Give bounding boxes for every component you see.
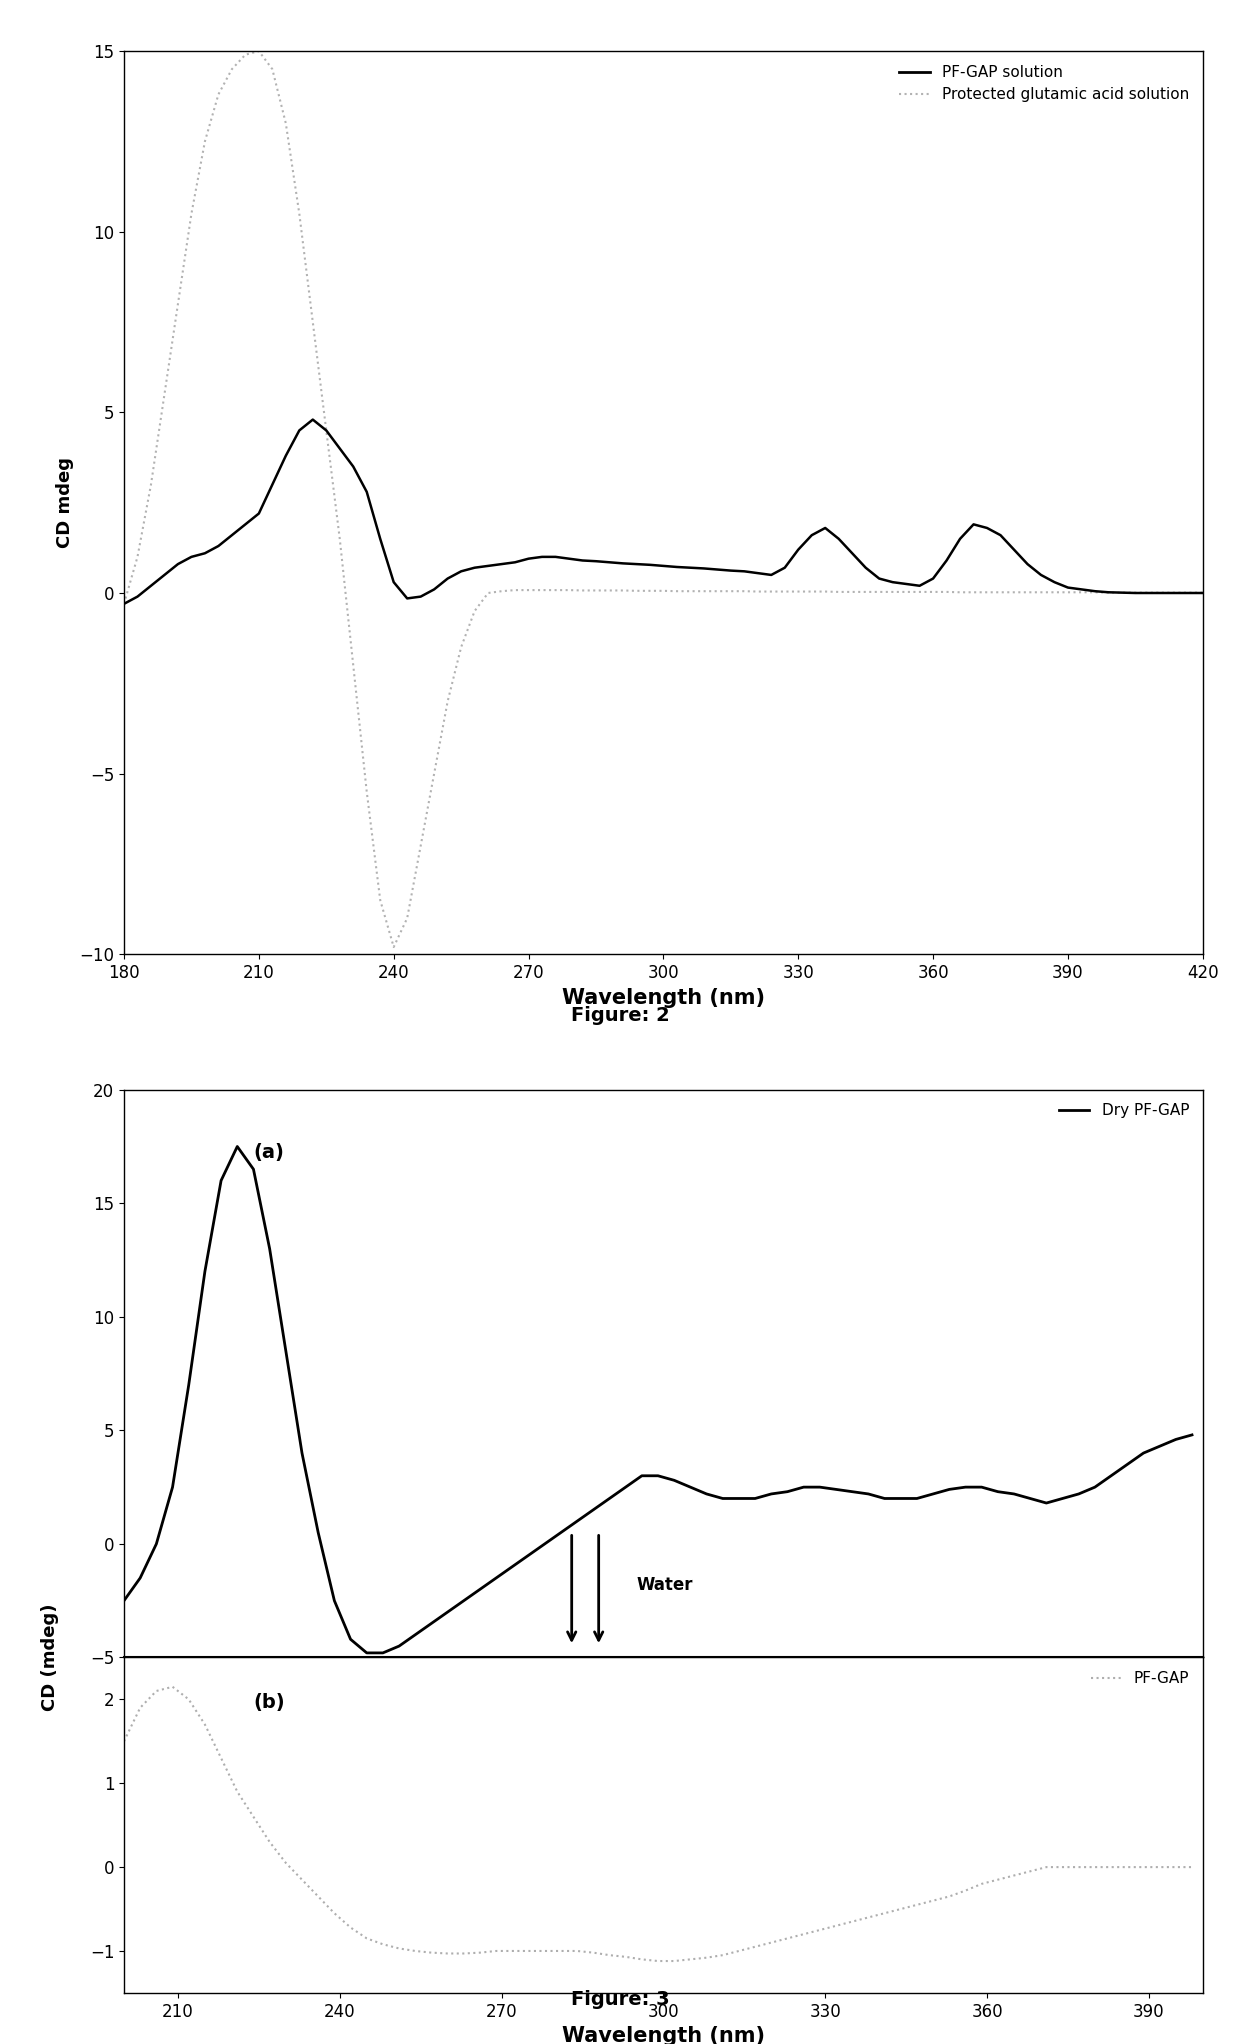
Text: Figure: 3: Figure: 3 (570, 1989, 670, 2009)
X-axis label: Wavelength (nm): Wavelength (nm) (562, 2026, 765, 2044)
Legend: PF-GAP solution, Protected glutamic acid solution: PF-GAP solution, Protected glutamic acid… (893, 59, 1195, 108)
Text: (b): (b) (253, 1692, 285, 1711)
Text: Figure: 2: Figure: 2 (570, 1006, 670, 1026)
Text: Water: Water (636, 1576, 693, 1594)
Text: CD (mdeg): CD (mdeg) (41, 1605, 58, 1711)
X-axis label: Wavelength (nm): Wavelength (nm) (562, 987, 765, 1008)
Y-axis label: CD mdeg: CD mdeg (56, 458, 73, 548)
Text: (a): (a) (253, 1143, 284, 1161)
Legend: PF-GAP: PF-GAP (1085, 1666, 1195, 1692)
Legend: Dry PF-GAP: Dry PF-GAP (1053, 1098, 1195, 1124)
